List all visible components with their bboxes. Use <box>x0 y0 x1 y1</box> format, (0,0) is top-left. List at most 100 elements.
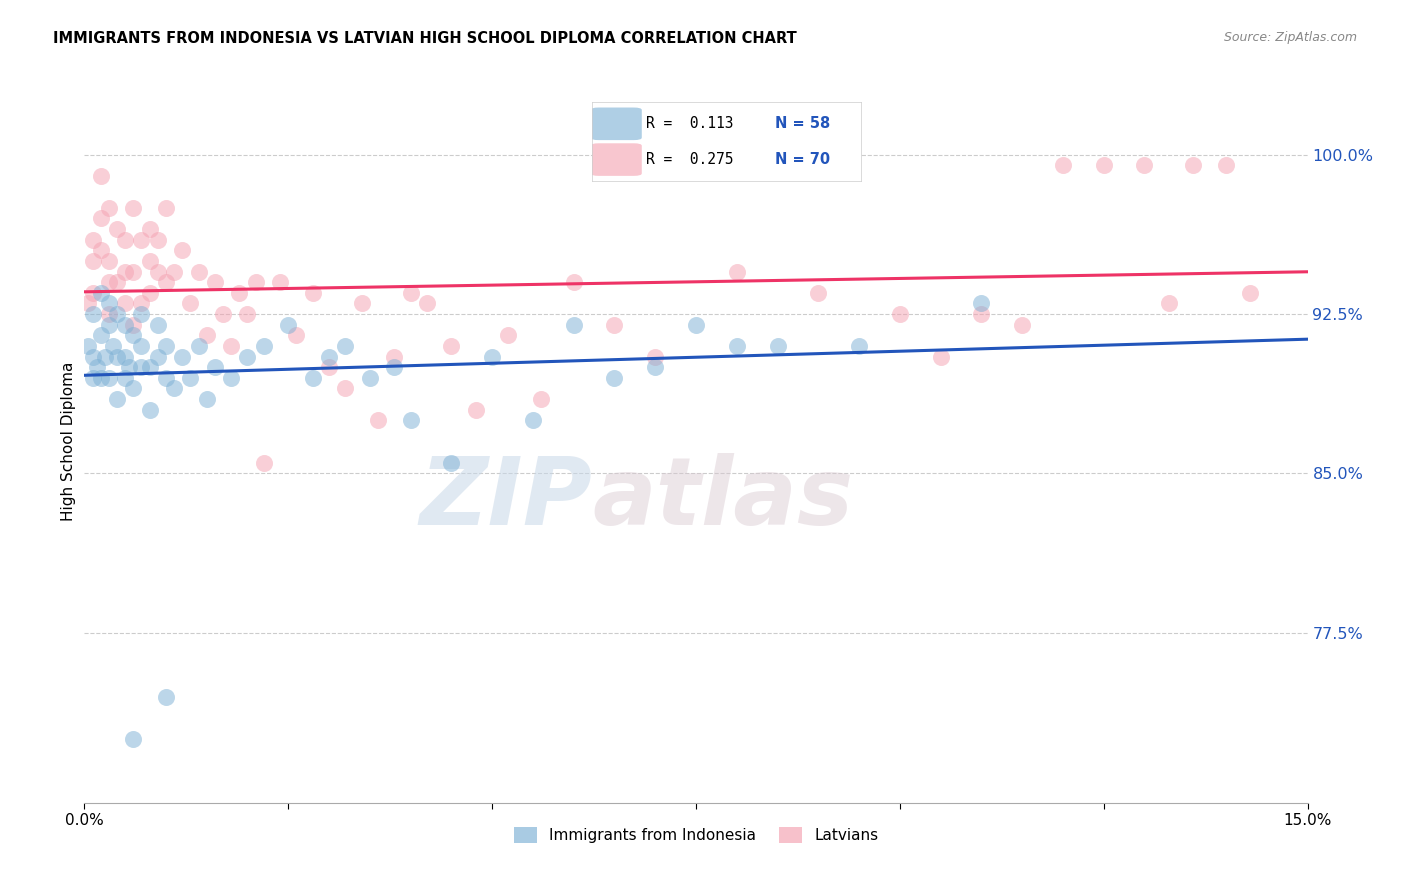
Point <box>122 732 145 747</box>
Point <box>1239 285 1261 300</box>
Point <box>114 318 136 332</box>
Point <box>562 275 585 289</box>
Point <box>212 307 235 321</box>
Text: Source: ZipAtlas.com: Source: ZipAtlas.com <box>1223 31 1357 45</box>
Point <box>122 381 145 395</box>
Point <box>498 328 520 343</box>
Point <box>82 285 104 300</box>
Point <box>105 222 128 236</box>
Point <box>335 339 357 353</box>
Point <box>97 201 120 215</box>
Point <box>114 350 136 364</box>
Point <box>464 402 486 417</box>
Point <box>269 275 291 289</box>
Point <box>138 360 160 375</box>
Point <box>195 328 218 343</box>
Point <box>481 350 503 364</box>
Point <box>179 296 201 310</box>
Point <box>766 339 789 353</box>
Point <box>90 371 112 385</box>
Point <box>440 456 463 470</box>
Point <box>97 253 120 268</box>
Point <box>318 360 340 375</box>
Point <box>114 296 136 310</box>
Point <box>90 285 112 300</box>
Point <box>848 339 870 353</box>
Point <box>253 456 276 470</box>
Point <box>318 350 340 364</box>
Point <box>277 318 299 332</box>
Point <box>97 296 120 310</box>
Y-axis label: High School Diploma: High School Diploma <box>60 362 76 521</box>
Point <box>685 318 707 332</box>
Point <box>253 339 276 353</box>
Point <box>807 285 830 300</box>
Point <box>114 371 136 385</box>
Point <box>97 275 120 289</box>
Point <box>440 339 463 353</box>
Point <box>146 233 169 247</box>
Point <box>90 244 112 258</box>
Point <box>105 392 128 406</box>
Point <box>416 296 439 310</box>
Point <box>138 402 160 417</box>
Point <box>1092 158 1115 172</box>
Point <box>131 360 153 375</box>
Text: atlas: atlas <box>592 453 853 545</box>
Point <box>138 285 160 300</box>
Point <box>122 318 145 332</box>
Point <box>1157 296 1180 310</box>
Point <box>1182 158 1205 172</box>
Point <box>359 371 381 385</box>
Point <box>1052 158 1074 172</box>
Point <box>163 264 186 278</box>
Point <box>644 350 666 364</box>
Point <box>399 413 422 427</box>
Point <box>114 264 136 278</box>
Point <box>522 413 544 427</box>
Point <box>131 296 153 310</box>
Point <box>172 244 194 258</box>
Point <box>93 350 115 364</box>
Point <box>138 253 160 268</box>
Point <box>131 339 153 353</box>
Point <box>562 318 585 332</box>
Point <box>82 350 104 364</box>
Point <box>77 339 100 353</box>
Point <box>97 307 120 321</box>
Point <box>725 264 748 278</box>
Point <box>236 307 259 321</box>
Legend: Immigrants from Indonesia, Latvians: Immigrants from Indonesia, Latvians <box>508 822 884 849</box>
Point <box>350 296 373 310</box>
Point <box>105 307 128 321</box>
Point <box>146 318 169 332</box>
Point <box>1011 318 1033 332</box>
Point <box>725 339 748 353</box>
Point <box>97 371 120 385</box>
Point <box>82 307 104 321</box>
Point <box>131 233 153 247</box>
Point <box>90 169 112 183</box>
Point <box>155 339 177 353</box>
Point <box>82 253 104 268</box>
Point <box>970 307 993 321</box>
Point <box>219 339 242 353</box>
Point <box>301 285 323 300</box>
Point <box>204 360 226 375</box>
Point <box>82 233 104 247</box>
Point <box>122 201 145 215</box>
Point <box>138 222 160 236</box>
Point <box>382 360 405 375</box>
Point <box>163 381 186 395</box>
Point <box>155 371 177 385</box>
Point <box>889 307 911 321</box>
Text: IMMIGRANTS FROM INDONESIA VS LATVIAN HIGH SCHOOL DIPLOMA CORRELATION CHART: IMMIGRANTS FROM INDONESIA VS LATVIAN HIG… <box>53 31 797 46</box>
Point <box>1133 158 1156 172</box>
Point <box>219 371 242 385</box>
Point <box>131 307 153 321</box>
Point <box>382 350 405 364</box>
Point <box>187 339 209 353</box>
Point <box>603 371 626 385</box>
Point <box>90 211 112 226</box>
Point <box>195 392 218 406</box>
